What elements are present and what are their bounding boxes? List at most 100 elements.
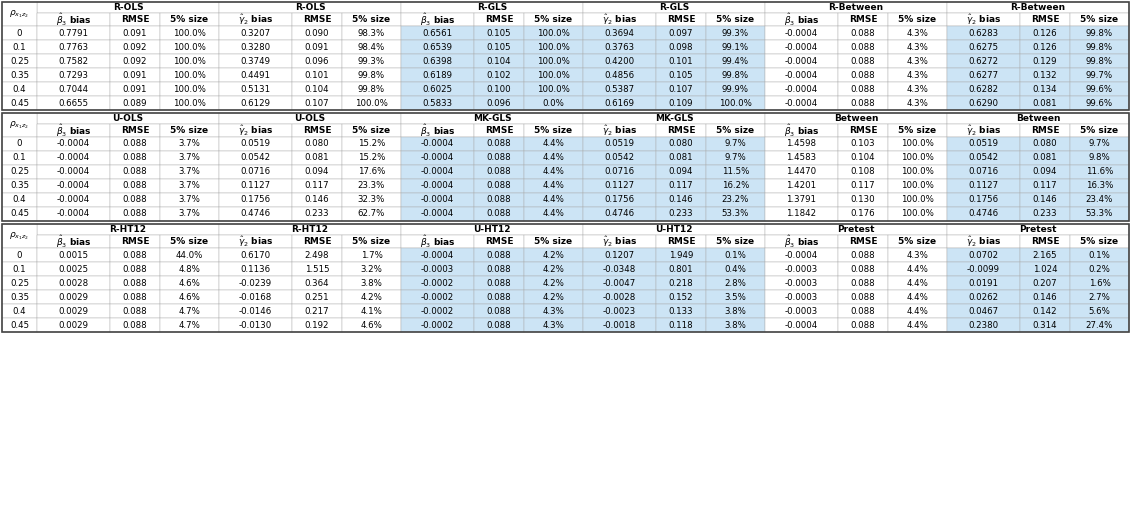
Text: 0.094: 0.094	[305, 167, 329, 176]
Text: $\hat{\beta}_3$ bias: $\hat{\beta}_3$ bias	[783, 122, 819, 139]
Bar	[657, 124, 706, 137]
Text: -0.0004: -0.0004	[56, 154, 90, 163]
Bar	[947, 96, 1020, 110]
Bar	[219, 40, 292, 54]
Text: -0.0002: -0.0002	[420, 293, 454, 302]
Bar	[160, 179, 219, 193]
Bar	[401, 235, 473, 248]
Bar	[706, 276, 765, 290]
Bar	[473, 318, 524, 332]
Bar	[342, 137, 401, 151]
Text: -0.0004: -0.0004	[420, 196, 454, 205]
Text: 4.1%: 4.1%	[360, 306, 382, 315]
Bar	[765, 318, 838, 332]
Text: -0.0004: -0.0004	[785, 251, 818, 260]
Bar	[292, 318, 342, 332]
Bar	[524, 26, 583, 40]
Bar	[110, 54, 160, 68]
Text: 0.7293: 0.7293	[59, 70, 88, 80]
Text: 100.0%: 100.0%	[173, 42, 206, 51]
Text: -0.0002: -0.0002	[420, 278, 454, 287]
Text: 2.8%: 2.8%	[724, 278, 747, 287]
Text: 0.104: 0.104	[487, 57, 511, 66]
Bar	[292, 276, 342, 290]
Bar	[342, 26, 401, 40]
Text: 23.4%: 23.4%	[1086, 196, 1113, 205]
Bar	[110, 248, 160, 262]
Text: $\hat{\beta}_3$ bias: $\hat{\beta}_3$ bias	[419, 233, 455, 250]
Bar	[160, 290, 219, 304]
Bar	[947, 262, 1020, 276]
Text: 4.4%: 4.4%	[906, 306, 929, 315]
Text: 4.4%: 4.4%	[542, 154, 565, 163]
Bar	[524, 124, 583, 137]
Bar	[160, 96, 219, 110]
Text: 0.35: 0.35	[10, 181, 29, 190]
Bar	[292, 290, 342, 304]
Bar	[657, 26, 706, 40]
Text: -0.0004: -0.0004	[785, 99, 818, 108]
Text: Between: Between	[834, 114, 878, 123]
Text: 4.4%: 4.4%	[906, 321, 929, 330]
Bar	[292, 137, 342, 151]
Text: 0.133: 0.133	[669, 306, 694, 315]
Bar	[706, 165, 765, 179]
Text: 0.0262: 0.0262	[968, 293, 999, 302]
Text: 100.0%: 100.0%	[537, 84, 570, 93]
Bar	[765, 54, 838, 68]
Text: R-Between: R-Between	[828, 3, 884, 12]
Text: 3.2%: 3.2%	[360, 264, 382, 273]
Bar	[37, 151, 110, 165]
Bar	[765, 304, 838, 318]
Text: 0.7791: 0.7791	[59, 29, 88, 38]
Text: 0.233: 0.233	[669, 209, 694, 218]
Bar	[838, 179, 888, 193]
Bar	[947, 54, 1020, 68]
Text: RMSE: RMSE	[303, 237, 331, 246]
Text: 0.0702: 0.0702	[968, 251, 999, 260]
Bar	[37, 82, 110, 96]
Text: -0.0003: -0.0003	[420, 264, 454, 273]
Text: 100.0%: 100.0%	[901, 139, 933, 148]
Bar	[401, 137, 473, 151]
Text: 0.0029: 0.0029	[59, 321, 88, 330]
Bar	[888, 235, 947, 248]
Text: 0.0519: 0.0519	[605, 139, 635, 148]
Bar	[292, 235, 342, 248]
Bar	[1070, 68, 1129, 82]
Bar	[219, 113, 401, 124]
Bar	[292, 248, 342, 262]
Bar	[838, 318, 888, 332]
Text: 0.092: 0.092	[123, 57, 147, 66]
Bar	[160, 304, 219, 318]
Text: 0.088: 0.088	[487, 306, 511, 315]
Bar	[657, 193, 706, 207]
Text: Between: Between	[1016, 114, 1060, 123]
Bar	[110, 235, 160, 248]
Bar	[838, 193, 888, 207]
Bar	[160, 68, 219, 82]
Bar	[657, 207, 706, 221]
Text: RMSE: RMSE	[1031, 126, 1059, 135]
Bar	[838, 96, 888, 110]
Text: 3.7%: 3.7%	[179, 139, 200, 148]
Bar	[219, 193, 292, 207]
Text: 99.8%: 99.8%	[358, 84, 385, 93]
Text: 4.2%: 4.2%	[542, 251, 565, 260]
Text: 4.4%: 4.4%	[542, 181, 565, 190]
Bar	[342, 304, 401, 318]
Text: 4.4%: 4.4%	[542, 196, 565, 205]
Text: 0.0542: 0.0542	[241, 154, 270, 163]
Bar	[524, 54, 583, 68]
Bar	[2, 151, 37, 165]
Text: 1.6%: 1.6%	[1088, 278, 1111, 287]
Bar	[765, 137, 838, 151]
Text: 0.088: 0.088	[487, 264, 511, 273]
Bar	[2, 304, 37, 318]
Bar	[888, 137, 947, 151]
Bar	[2, 40, 37, 54]
Bar	[657, 318, 706, 332]
Bar	[37, 96, 110, 110]
Text: 0.0542: 0.0542	[605, 154, 635, 163]
Text: 3.7%: 3.7%	[179, 167, 200, 176]
